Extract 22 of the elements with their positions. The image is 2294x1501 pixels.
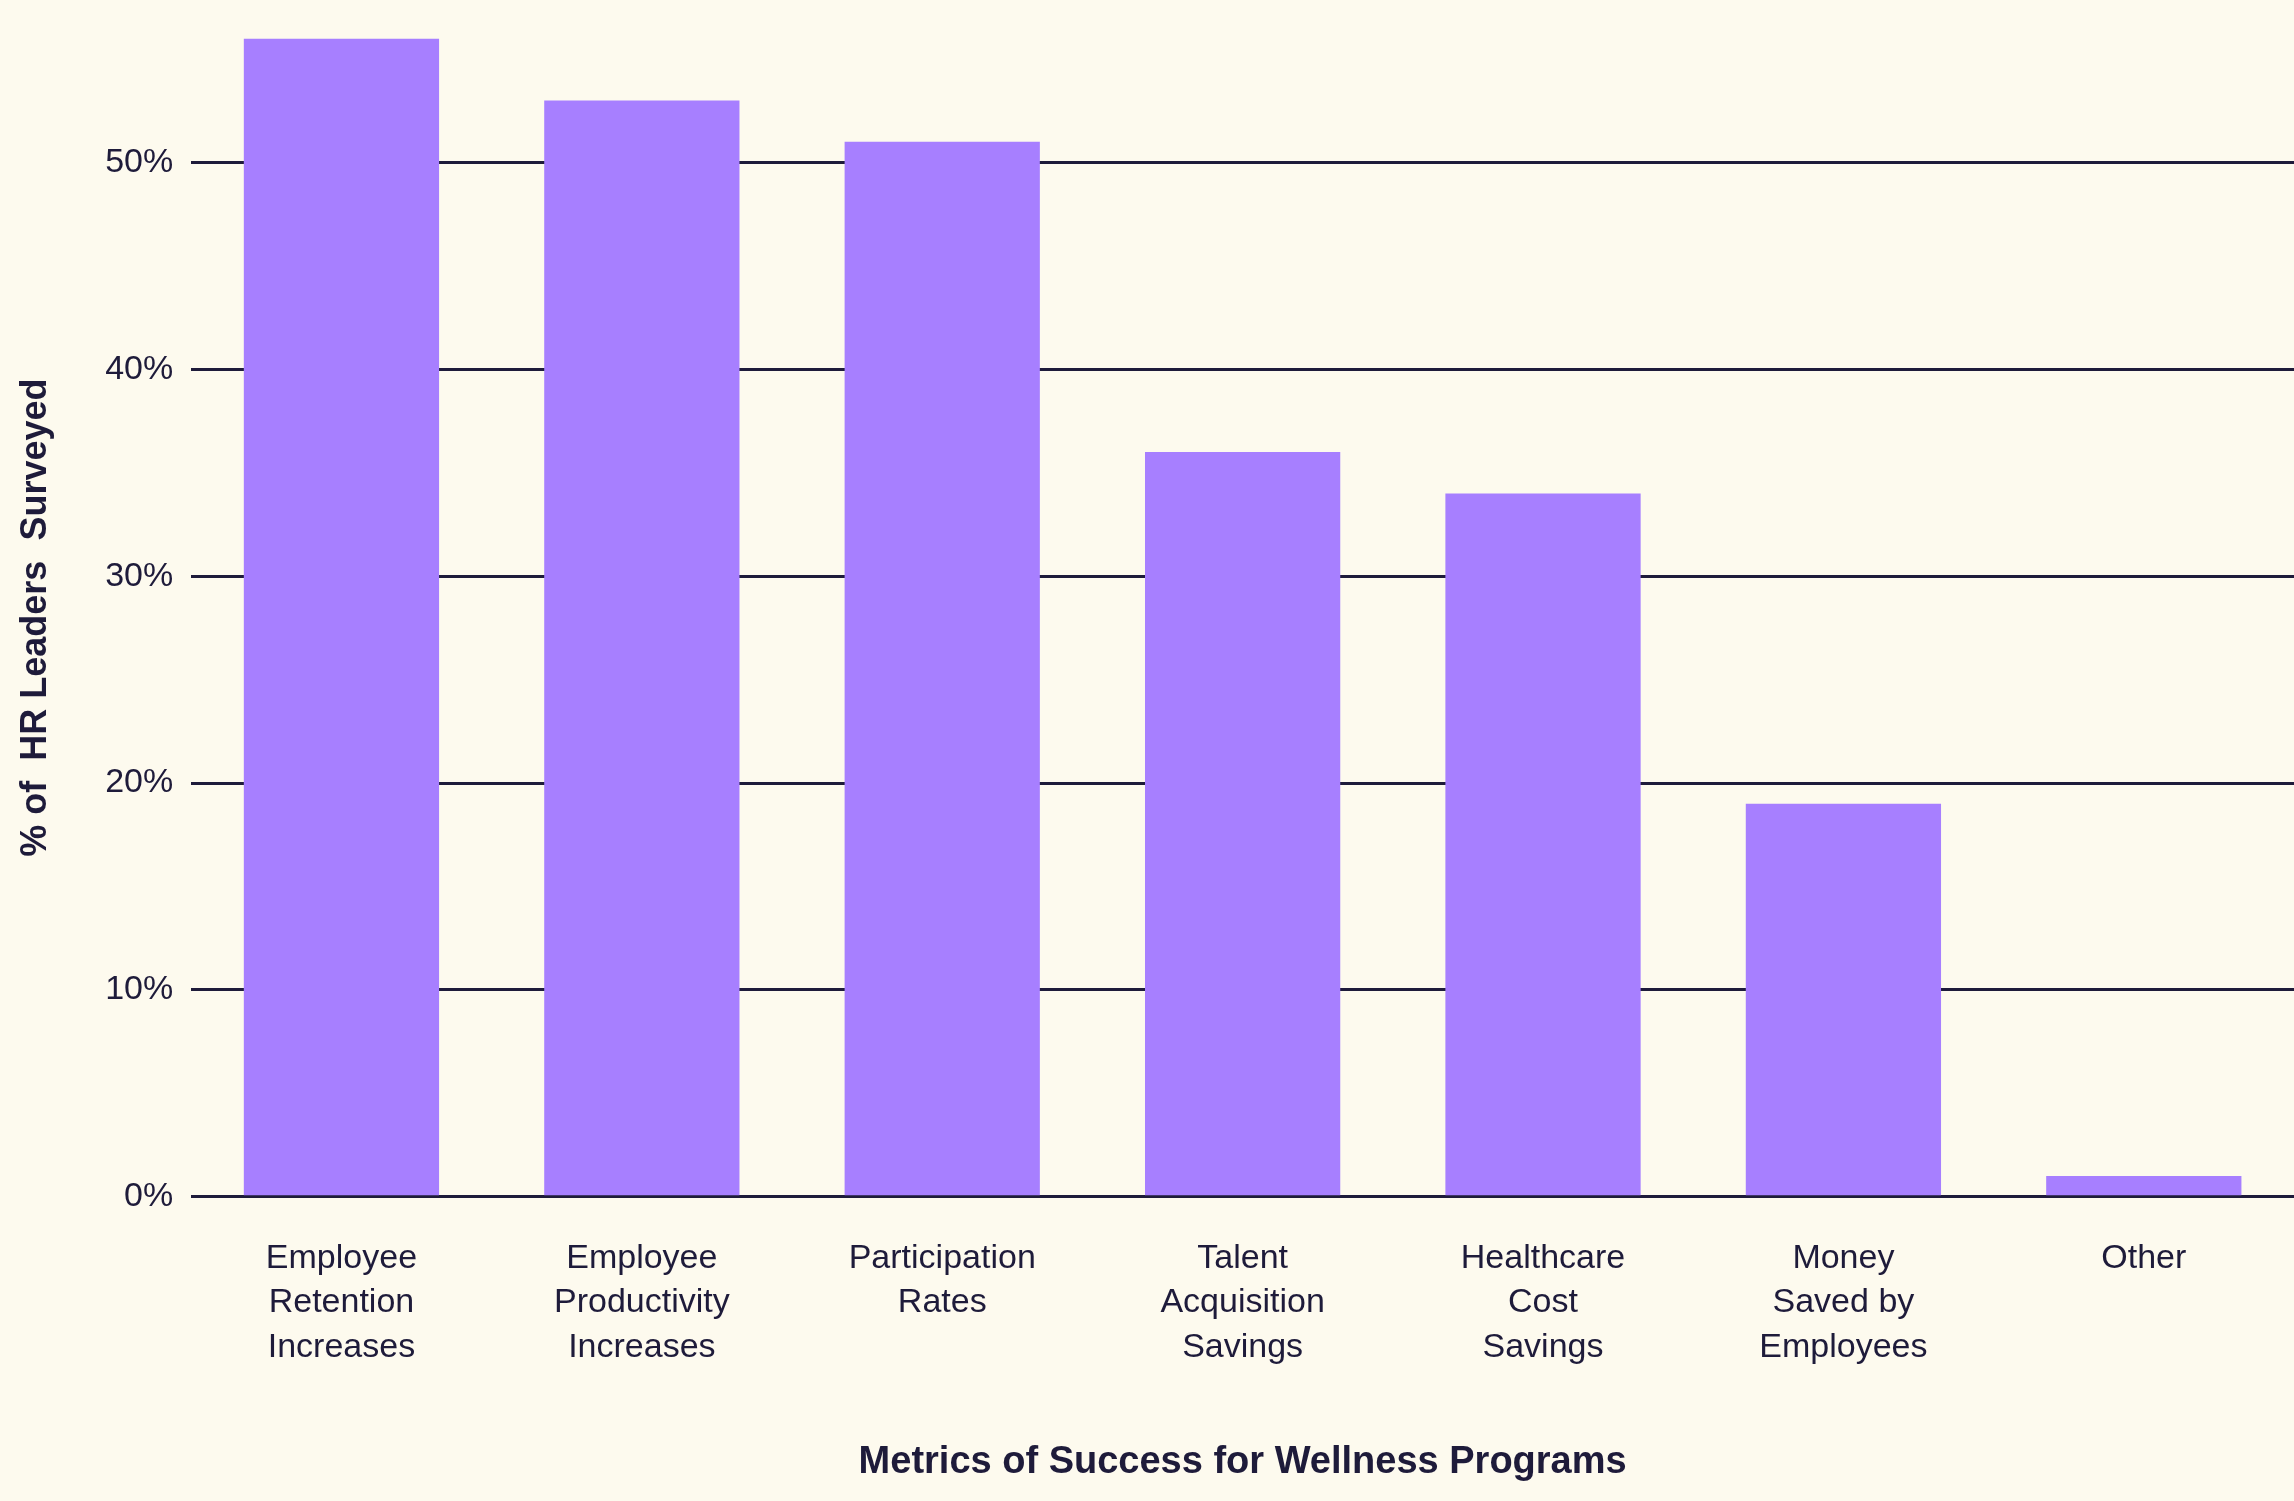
y-tick-label: 20% — [105, 761, 174, 800]
x-tick-label: Money Saved by Employees — [1759, 1237, 1928, 1364]
x-tick-label: Talent Acquisition Savings — [1160, 1237, 1325, 1364]
x-tick-label: Other — [2101, 1237, 2187, 1276]
y-tick-label: 30% — [105, 554, 174, 593]
bar — [544, 100, 740, 1196]
x-tick-label: Employee Productivity Increases — [553, 1237, 730, 1364]
y-tick-label: 0% — [124, 1175, 174, 1214]
bar — [243, 38, 440, 1196]
bar — [2046, 1176, 2242, 1196]
x-tick-label: Healthcare Cost Savings — [1460, 1237, 1626, 1364]
x-tick-label: Employee Retention Increases — [265, 1237, 418, 1364]
bar — [844, 141, 1040, 1196]
y-tick-label: 10% — [105, 968, 174, 1007]
y-tick-label: 50% — [105, 140, 174, 179]
x-axis-title: Metrics of Success for Wellness Programs — [858, 1438, 1627, 1481]
x-tick-label: Participation Rates — [848, 1237, 1036, 1320]
bar — [1445, 493, 1641, 1196]
y-axis-title: % of HR Leaders Surveyed — [12, 378, 54, 857]
bar — [1745, 803, 1942, 1196]
bar — [1145, 452, 1341, 1196]
y-tick-label: 40% — [105, 347, 174, 386]
